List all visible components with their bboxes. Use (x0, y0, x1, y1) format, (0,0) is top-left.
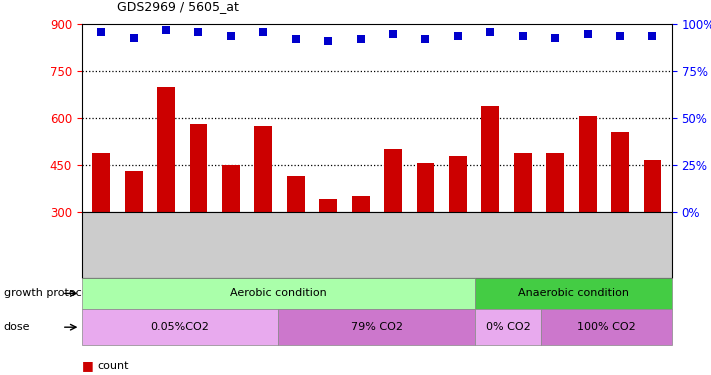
Text: ■: ■ (82, 359, 94, 372)
Bar (546, 153, 564, 212)
Bar (124, 171, 143, 212)
Bar (449, 156, 467, 212)
Bar (643, 160, 661, 212)
Text: growth protocol: growth protocol (4, 288, 91, 298)
Bar (481, 106, 499, 212)
Text: Aerobic condition: Aerobic condition (230, 288, 327, 298)
Text: 0.05%CO2: 0.05%CO2 (151, 322, 210, 332)
Text: 0% CO2: 0% CO2 (486, 322, 530, 332)
Text: dose: dose (4, 322, 30, 332)
Bar (287, 176, 305, 212)
Bar (255, 126, 272, 212)
Text: Anaerobic condition: Anaerobic condition (518, 288, 629, 298)
Text: 79% CO2: 79% CO2 (351, 322, 403, 332)
Text: GDS2969 / 5605_at: GDS2969 / 5605_at (117, 0, 239, 13)
Bar (384, 149, 402, 212)
Bar (611, 132, 629, 212)
Text: 100% CO2: 100% CO2 (577, 322, 636, 332)
Bar (579, 116, 597, 212)
Bar (190, 124, 208, 212)
Text: count: count (97, 361, 129, 370)
Bar (157, 87, 175, 212)
Bar (92, 153, 110, 212)
Bar (352, 196, 370, 212)
Bar (319, 200, 337, 212)
Bar (514, 153, 532, 212)
Bar (222, 165, 240, 212)
Bar (417, 164, 434, 212)
